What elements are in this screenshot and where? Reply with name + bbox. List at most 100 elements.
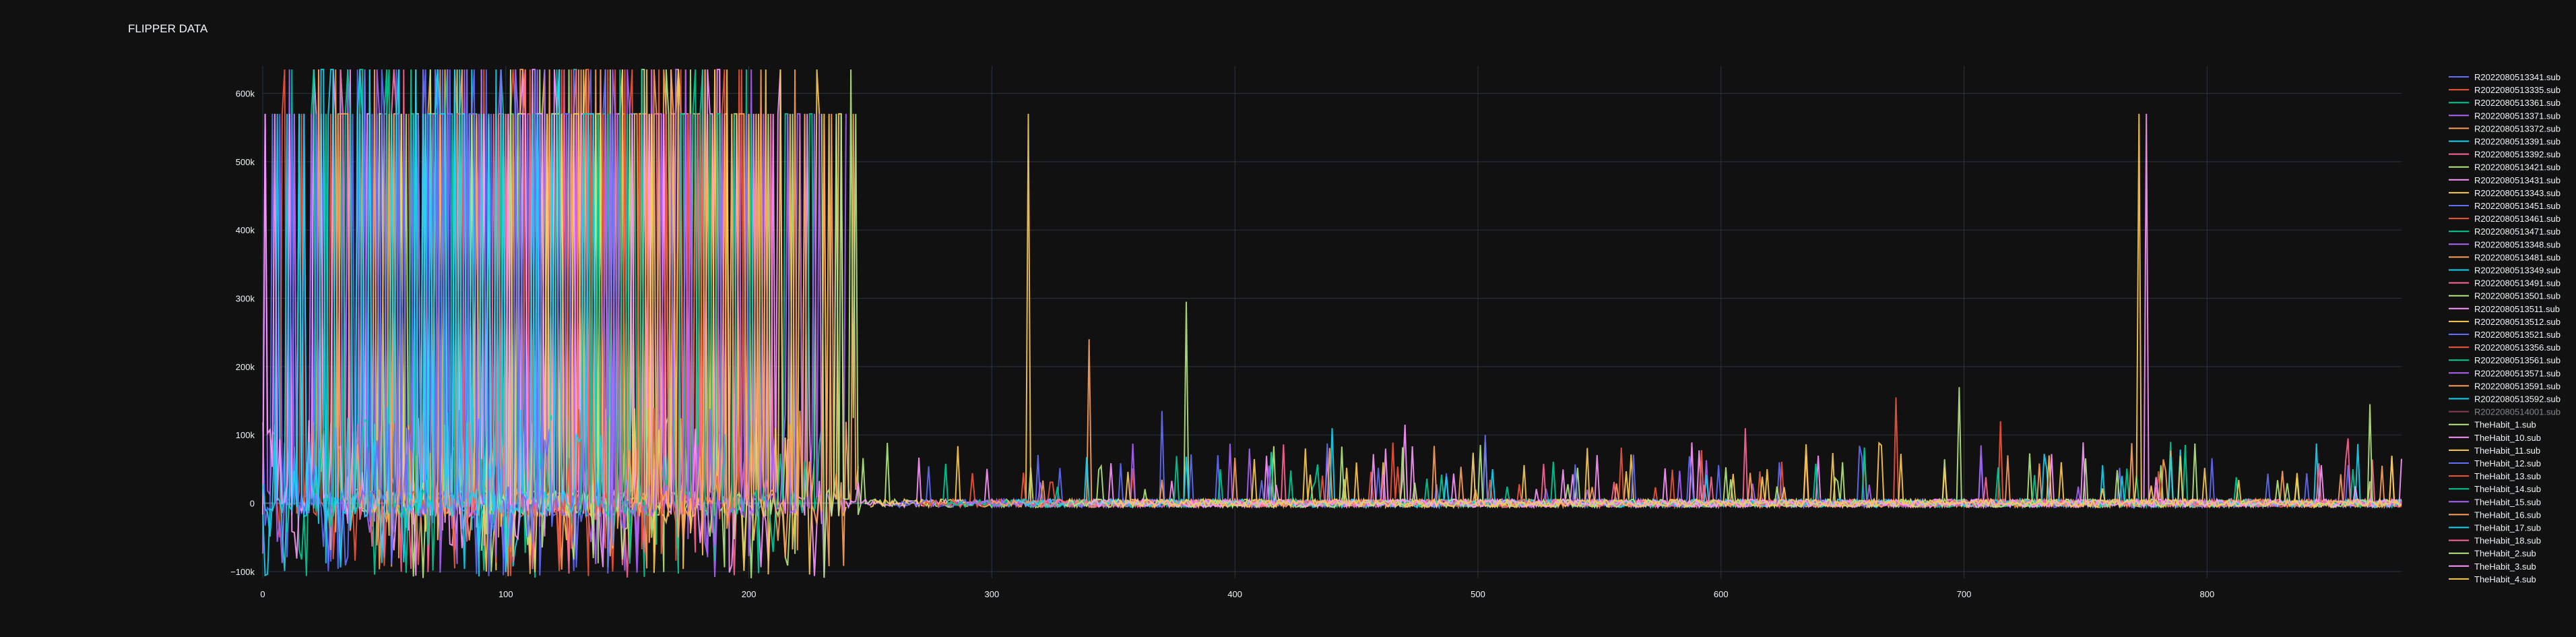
legend-label: TheHabit_1.sub xyxy=(2474,420,2536,430)
legend-label: R2022080513343.sub xyxy=(2474,188,2561,198)
legend-item[interactable]: R2022080513348.sub xyxy=(2449,239,2561,249)
legend-item[interactable]: R2022080513341.sub xyxy=(2449,72,2561,82)
legend-label: R2022080513431.sub xyxy=(2474,175,2561,185)
legend-item[interactable]: TheHabit_4.sub xyxy=(2449,574,2536,584)
y-tick-label: 600k xyxy=(236,89,255,99)
legend-item[interactable]: R2022080513451.sub xyxy=(2449,201,2561,211)
legend-label: R2022080513481.sub xyxy=(2474,252,2561,262)
legend-label: R2022080513471.sub xyxy=(2474,226,2561,237)
legend-label: R2022080513451.sub xyxy=(2474,201,2561,211)
legend-item[interactable]: R2022080513571.sub xyxy=(2449,368,2561,378)
legend-item[interactable]: TheHabit_18.sub xyxy=(2449,536,2541,546)
x-tick-label: 200 xyxy=(742,589,756,599)
legend-label: R2022080513521.sub xyxy=(2474,330,2561,340)
legend-label: TheHabit_18.sub xyxy=(2474,536,2541,546)
legend-label: TheHabit_12.sub xyxy=(2474,458,2541,468)
series-line xyxy=(359,69,629,576)
y-tick-label: 200k xyxy=(236,362,255,372)
legend-label: TheHabit_17.sub xyxy=(2474,523,2541,533)
legend-label: TheHabit_2.sub xyxy=(2474,549,2536,559)
legend-label: R2022080513511.sub xyxy=(2474,304,2560,314)
legend-label: R2022080513341.sub xyxy=(2474,72,2561,82)
x-tick-label: 100 xyxy=(498,589,513,599)
legend-item[interactable]: R2022080513349.sub xyxy=(2449,266,2561,276)
legend-item[interactable]: R2022080513431.sub xyxy=(2449,175,2561,185)
series-line xyxy=(578,69,823,574)
x-tick-label: 300 xyxy=(985,589,1000,599)
legend-item[interactable]: TheHabit_15.sub xyxy=(2449,497,2541,507)
legend-item[interactable]: R2022080513361.sub xyxy=(2449,98,2561,108)
series-line xyxy=(408,69,604,577)
legend-item[interactable]: TheHabit_2.sub xyxy=(2449,549,2536,559)
legend-item[interactable]: R2022080513481.sub xyxy=(2449,252,2561,262)
legend-item[interactable]: R2022080513511.sub xyxy=(2449,304,2560,314)
legend-label: TheHabit_11.sub xyxy=(2474,446,2540,456)
legend-label: TheHabit_3.sub xyxy=(2474,562,2536,572)
legend-item[interactable]: TheHabit_17.sub xyxy=(2449,523,2541,533)
y-tick-label: 300k xyxy=(236,294,255,304)
legend-label: R2022080513371.sub xyxy=(2474,111,2561,121)
legend-item[interactable]: TheHabit_3.sub xyxy=(2449,562,2536,572)
legend-item[interactable]: R2022080513371.sub xyxy=(2449,111,2561,121)
legend-item[interactable]: R2022080513356.sub xyxy=(2449,342,2561,353)
legend-label: TheHabit_15.sub xyxy=(2474,497,2541,507)
legend-label: R2022080513421.sub xyxy=(2474,162,2561,173)
legend-item[interactable]: R2022080513372.sub xyxy=(2449,123,2561,133)
legend-label: R2022080513391.sub xyxy=(2474,137,2561,147)
series-line xyxy=(1113,113,2402,509)
legend-item[interactable]: R2022080514001.sub xyxy=(2449,407,2561,417)
legend-label: R2022080513372.sub xyxy=(2474,123,2561,133)
legend-label: R2022080513512.sub xyxy=(2474,317,2561,327)
legend-item[interactable]: R2022080513501.sub xyxy=(2449,291,2561,301)
legend-label: R2022080513561.sub xyxy=(2474,355,2561,365)
chart-title: FLIPPER DATA xyxy=(128,22,208,35)
legend-item[interactable]: R2022080513392.sub xyxy=(2449,150,2561,160)
x-tick-label: 400 xyxy=(1227,589,1242,599)
legend-item[interactable]: R2022080513491.sub xyxy=(2449,278,2561,289)
x-tick-label: 800 xyxy=(2200,589,2215,599)
legend-item[interactable]: R2022080513461.sub xyxy=(2449,214,2561,224)
legend-label: TheHabit_10.sub xyxy=(2474,433,2541,443)
x-tick-label: 0 xyxy=(260,589,265,599)
legend-item[interactable]: TheHabit_16.sub xyxy=(2449,510,2541,520)
y-tick-label: 400k xyxy=(236,225,255,235)
legend-item[interactable]: R2022080513592.sub xyxy=(2449,394,2561,404)
x-tick-label: 500 xyxy=(1471,589,1485,599)
legend-item[interactable]: TheHabit_13.sub xyxy=(2449,471,2541,481)
legend[interactable]: R2022080513341.sub R2022080513335.sub R202… xyxy=(2449,72,2561,584)
legend-label: R2022080513591.sub xyxy=(2474,381,2561,391)
legend-item[interactable]: TheHabit_11.sub xyxy=(2449,446,2540,456)
legend-label: R2022080513592.sub xyxy=(2474,394,2561,404)
legend-item[interactable]: R2022080513512.sub xyxy=(2449,317,2561,327)
series-line xyxy=(626,69,859,567)
legend-label: TheHabit_13.sub xyxy=(2474,471,2541,481)
legend-item[interactable]: TheHabit_1.sub xyxy=(2449,420,2536,430)
legend-item[interactable]: R2022080513521.sub xyxy=(2449,330,2561,340)
y-tick-label: 500k xyxy=(236,157,255,167)
legend-label: TheHabit_14.sub xyxy=(2474,484,2541,494)
legend-label: R2022080513348.sub xyxy=(2474,239,2561,249)
legend-item[interactable]: TheHabit_14.sub xyxy=(2449,484,2541,494)
legend-item[interactable]: R2022080513335.sub xyxy=(2449,85,2561,95)
legend-label: R2022080513491.sub xyxy=(2474,278,2561,289)
legend-item[interactable]: R2022080513421.sub xyxy=(2449,162,2561,173)
legend-label: R2022080513356.sub xyxy=(2474,342,2561,353)
legend-label: R2022080513501.sub xyxy=(2474,291,2561,301)
legend-item[interactable]: R2022080513343.sub xyxy=(2449,188,2561,198)
legend-item[interactable]: TheHabit_12.sub xyxy=(2449,458,2541,468)
legend-item[interactable]: R2022080513561.sub xyxy=(2449,355,2561,365)
y-tick-label: 0 xyxy=(250,499,255,509)
legend-label: R2022080513349.sub xyxy=(2474,266,2561,276)
legend-item[interactable]: R2022080513391.sub xyxy=(2449,137,2561,147)
legend-label: R2022080513392.sub xyxy=(2474,150,2561,160)
legend-item[interactable]: TheHabit_10.sub xyxy=(2449,433,2541,443)
legend-label: R2022080513571.sub xyxy=(2474,368,2561,378)
legend-item[interactable]: R2022080513591.sub xyxy=(2449,381,2561,391)
legend-label: TheHabit_4.sub xyxy=(2474,574,2536,584)
x-tick-label: 600 xyxy=(1714,589,1729,599)
x-tick-label: 700 xyxy=(1957,589,1972,599)
legend-label: R2022080513361.sub xyxy=(2474,98,2561,108)
legend-item[interactable]: R2022080513471.sub xyxy=(2449,226,2561,237)
legend-label: TheHabit_16.sub xyxy=(2474,510,2541,520)
